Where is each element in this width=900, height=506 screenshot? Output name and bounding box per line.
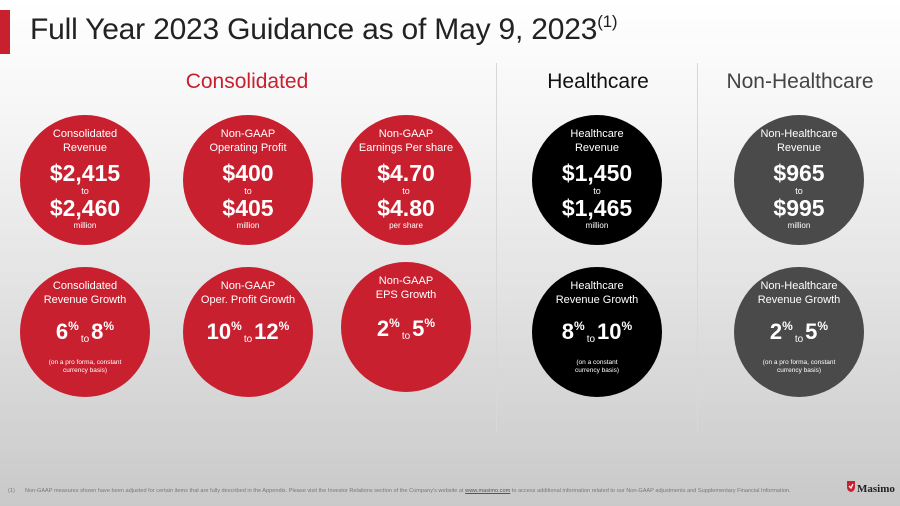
title-accent-bar (0, 10, 10, 54)
range-low: $965 (773, 160, 825, 186)
section-heading-healthcare: Healthcare (547, 70, 649, 93)
card-label: Non-GAAP EPS Growth (375, 275, 437, 301)
footnote-text: Non-GAAP measures shown have been adjust… (24, 488, 466, 494)
page-title-text: Full Year 2023 Guidance as of May 9, 202… (30, 13, 598, 46)
footnote-marker: (1) (8, 488, 15, 494)
card-non-healthcare-revenue: Non-Healthcare Revenue $965 to $995 milli… (734, 115, 864, 245)
range-high: $995 (773, 195, 825, 221)
section-heading-non-healthcare: Non-Healthcare (726, 70, 874, 93)
growth-note: (on a pro forma, constant currency basis) (48, 359, 122, 374)
page-title-footnote-ref: (1) (597, 12, 618, 31)
card-label: Consolidated Revenue (52, 128, 118, 154)
section-divider-right (697, 63, 698, 433)
page-title: Full Year 2023 Guidance as of May 9, 202… (30, 12, 618, 47)
growth-note: (on a constant currency basis) (574, 359, 620, 374)
growth-range: 2%to5% (769, 319, 829, 345)
range-to: to (593, 186, 601, 196)
range-unit: per share (389, 221, 423, 230)
card-non-healthcare-revenue-growth: Non-Healthcare Revenue Growth 2%to5% (on … (734, 267, 864, 397)
growth-range: 6%to8% (55, 319, 115, 345)
range-unit: million (787, 221, 811, 230)
card-label: Healthcare Revenue Growth (555, 280, 639, 306)
range-high: $405 (222, 195, 274, 221)
masimo-logo-icon (846, 480, 856, 498)
range-high: $1,465 (561, 195, 633, 221)
masimo-logo-text: Masimo (857, 483, 895, 495)
range-to: to (81, 186, 89, 196)
card-label: Non-GAAP Oper. Profit Growth (200, 280, 296, 306)
card-label: Non-Healthcare Revenue Growth (757, 280, 841, 306)
card-label: Non-GAAP Operating Profit (209, 128, 287, 154)
range-high: $4.80 (377, 195, 435, 221)
card-non-gaap-eps-growth: Non-GAAP EPS Growth 2%to5% (341, 262, 471, 392)
range-to: to (244, 186, 252, 196)
section-heading-consolidated: Consolidated (185, 70, 309, 93)
range-low: $400 (222, 160, 274, 186)
range-unit: million (236, 221, 260, 230)
range-unit: million (585, 221, 609, 230)
range-to: to (795, 186, 803, 196)
growth-range: 10%to12% (206, 319, 290, 345)
section-divider-left (496, 63, 497, 433)
growth-range: 2%to5% (376, 316, 436, 342)
growth-range: 8%to10% (561, 319, 633, 345)
range-high: $2,460 (49, 195, 121, 221)
card-label: Non-Healthcare Revenue (760, 128, 838, 154)
range-unit: million (73, 221, 97, 230)
range-low: $1,450 (561, 160, 633, 186)
footnote-website-link[interactable]: www.masimo.com (465, 488, 511, 494)
card-non-gaap-eps: Non-GAAP Earnings Per share $4.70 to $4.8… (341, 115, 471, 245)
card-non-gaap-oper-profit-growth: Non-GAAP Oper. Profit Growth 10%to12% (183, 267, 313, 397)
card-label: Healthcare Revenue (570, 128, 624, 154)
card-consolidated-revenue: Consolidated Revenue $2,415 to $2,460 mil… (20, 115, 150, 245)
card-healthcare-revenue-growth: Healthcare Revenue Growth 8%to10% (on a c… (532, 267, 662, 397)
footnote-text-tail: to access additional information related… (510, 488, 791, 494)
range-to: to (402, 186, 410, 196)
card-label: Non-GAAP Earnings Per share (358, 128, 454, 154)
growth-note: (on a pro forma, constant currency basis) (762, 359, 836, 374)
masimo-logo: Masimo (846, 480, 895, 498)
card-consolidated-revenue-growth: Consolidated Revenue Growth 6%to8% (on a … (20, 267, 150, 397)
card-healthcare-revenue: Healthcare Revenue $1,450 to $1,465 milli… (532, 115, 662, 245)
footnote: (1) Non-GAAP measures shown have been adj… (8, 488, 791, 494)
card-non-gaap-operating-profit: Non-GAAP Operating Profit $400 to $405 mi… (183, 115, 313, 245)
range-low: $2,415 (49, 160, 121, 186)
range-low: $4.70 (377, 160, 435, 186)
card-label: Consolidated Revenue Growth (43, 280, 127, 306)
